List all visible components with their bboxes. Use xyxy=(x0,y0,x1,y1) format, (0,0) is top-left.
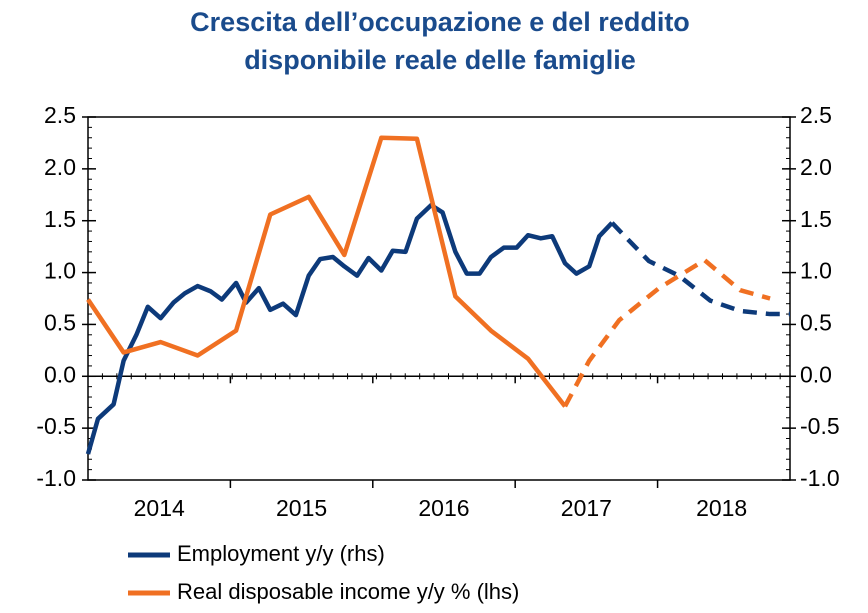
y-tick-label: -0.5 xyxy=(36,413,76,439)
y-tick-label: 2.0 xyxy=(44,154,76,180)
y2-tick-label: 0.5 xyxy=(800,310,832,336)
legend-label: Employment y/y (rhs) xyxy=(177,541,385,566)
legend-label: Real disposable income y/y % (lhs) xyxy=(177,579,519,604)
y-tick-label: 0.0 xyxy=(44,361,76,387)
y2-tick-label: 2.0 xyxy=(800,154,832,180)
series-line xyxy=(85,202,614,455)
forecast-line xyxy=(563,257,771,408)
chart-title: disponibile reale delle famiglie xyxy=(244,45,636,75)
x-tick-label: 2014 xyxy=(134,495,185,521)
y-tick-label: 2.5 xyxy=(44,102,76,128)
x-tick-label: 2017 xyxy=(561,495,612,521)
y-tick-label: 1.5 xyxy=(44,206,76,232)
forecast-line xyxy=(610,221,790,317)
chart-title: Crescita dell’occupazione e del reddito xyxy=(190,7,690,37)
x-tick-label: 2018 xyxy=(696,495,747,521)
y2-tick-label: -0.5 xyxy=(800,413,840,439)
y-tick-label: 1.0 xyxy=(44,258,76,284)
x-tick-label: 2016 xyxy=(418,495,469,521)
y-tick-label: 0.5 xyxy=(44,310,76,336)
y2-tick-label: 1.0 xyxy=(800,258,832,284)
plot-frame xyxy=(87,116,791,481)
y2-tick-label: 0.0 xyxy=(800,361,832,387)
y2-tick-label: 1.5 xyxy=(800,206,832,232)
y-tick-label: -1.0 xyxy=(36,465,76,491)
y2-tick-label: -1.0 xyxy=(800,465,840,491)
series-line xyxy=(86,135,567,408)
y2-tick-label: 2.5 xyxy=(800,102,832,128)
x-tick-label: 2015 xyxy=(276,495,327,521)
